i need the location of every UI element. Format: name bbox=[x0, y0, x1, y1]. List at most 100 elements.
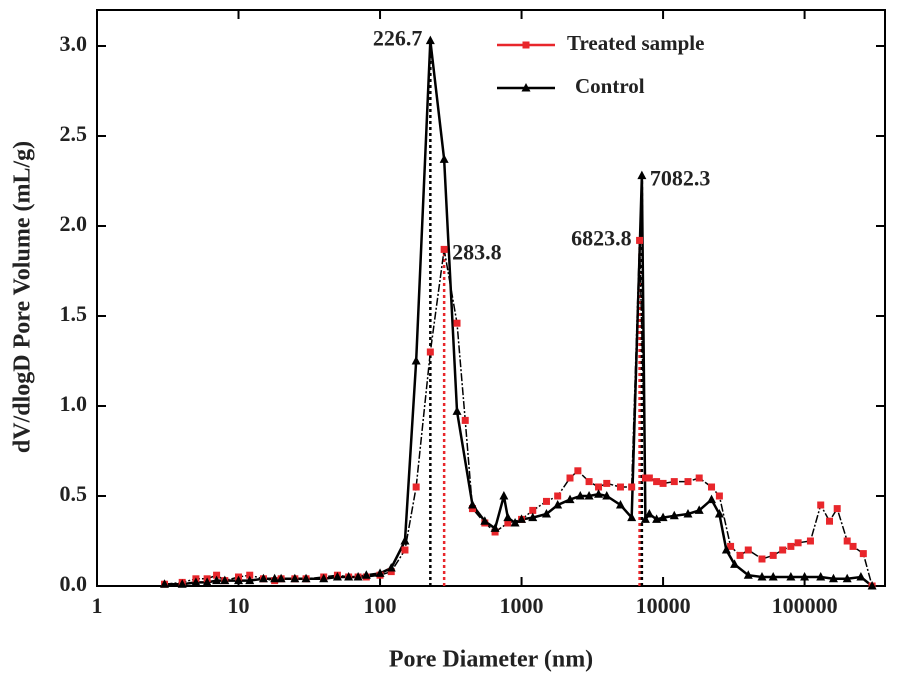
data-point bbox=[491, 528, 499, 536]
data-point bbox=[800, 572, 810, 581]
data-point bbox=[411, 356, 421, 365]
data-point bbox=[375, 568, 385, 577]
x-tick-label: 1 bbox=[92, 593, 103, 618]
data-point bbox=[387, 568, 395, 576]
data-point bbox=[452, 406, 462, 415]
x-tick-label: 1000 bbox=[500, 593, 544, 618]
data-point bbox=[480, 516, 490, 525]
legend-marker bbox=[521, 83, 531, 92]
data-point bbox=[779, 546, 787, 554]
data-point bbox=[246, 571, 254, 579]
data-point bbox=[290, 573, 300, 583]
y-tick-label: 3.0 bbox=[60, 31, 88, 56]
data-point bbox=[542, 497, 550, 505]
data-point bbox=[319, 573, 329, 583]
data-point bbox=[786, 572, 796, 581]
data-point bbox=[730, 559, 740, 568]
x-axis-label: Pore Diameter (nm) bbox=[389, 647, 593, 673]
data-point bbox=[468, 505, 476, 513]
data-point bbox=[177, 579, 187, 588]
legend-label: Treated sample bbox=[567, 31, 704, 55]
y-tick-label: 0.0 bbox=[60, 571, 88, 596]
data-point bbox=[817, 501, 825, 509]
data-point bbox=[856, 572, 866, 581]
data-point bbox=[603, 479, 611, 487]
y-tick-label: 2.0 bbox=[60, 211, 88, 236]
data-point bbox=[426, 348, 434, 356]
data-point bbox=[602, 491, 612, 500]
data-point bbox=[467, 500, 477, 509]
data-point bbox=[670, 478, 678, 486]
y-tick-label: 1.0 bbox=[60, 391, 88, 416]
data-point bbox=[744, 546, 752, 554]
data-point bbox=[585, 478, 593, 486]
series-line bbox=[164, 40, 873, 587]
data-point bbox=[736, 551, 744, 559]
data-point bbox=[826, 517, 834, 525]
data-point bbox=[575, 491, 585, 500]
x-tick-label: 100 bbox=[364, 593, 397, 618]
data-point bbox=[160, 579, 170, 588]
data-point bbox=[659, 479, 667, 487]
x-tick-label: 10000 bbox=[636, 593, 691, 618]
annotation-label: 7082.3 bbox=[650, 166, 711, 191]
data-point bbox=[714, 509, 724, 518]
data-point bbox=[361, 570, 371, 579]
data-point bbox=[867, 581, 877, 590]
plot-frame bbox=[96, 9, 886, 587]
data-point bbox=[715, 492, 723, 500]
data-point bbox=[658, 512, 668, 522]
data-point bbox=[594, 489, 604, 498]
data-point bbox=[653, 478, 661, 486]
data-point bbox=[758, 555, 766, 563]
data-point bbox=[245, 575, 255, 585]
data-point bbox=[353, 572, 363, 581]
data-point bbox=[843, 537, 851, 545]
data-point bbox=[769, 551, 777, 559]
data-point bbox=[554, 492, 562, 500]
y-tick-label: 2.5 bbox=[60, 121, 88, 146]
data-point bbox=[616, 483, 624, 491]
data-point bbox=[669, 510, 679, 520]
data-point bbox=[332, 572, 342, 581]
data-point bbox=[595, 483, 603, 491]
data-point bbox=[510, 518, 520, 527]
data-point bbox=[708, 483, 716, 491]
data-point bbox=[401, 546, 409, 554]
legend-marker bbox=[522, 41, 530, 49]
data-point bbox=[212, 575, 222, 585]
data-point bbox=[859, 550, 867, 558]
data-point bbox=[644, 509, 654, 518]
data-point bbox=[425, 35, 435, 45]
data-point bbox=[202, 577, 212, 586]
data-point bbox=[213, 571, 221, 579]
data-point bbox=[541, 509, 551, 518]
data-point bbox=[565, 494, 575, 504]
series-line bbox=[164, 240, 873, 587]
data-point bbox=[517, 514, 527, 523]
data-point bbox=[490, 523, 500, 532]
data-point bbox=[842, 573, 852, 583]
y-axis-label: dV/dlogD Pore Volume (mL/g) bbox=[10, 141, 36, 453]
data-point bbox=[684, 478, 692, 486]
data-point bbox=[258, 573, 268, 583]
data-point bbox=[584, 491, 594, 500]
data-point bbox=[707, 494, 717, 504]
data-point bbox=[641, 474, 649, 482]
data-point bbox=[721, 545, 731, 554]
annotation-label: 6823.8 bbox=[571, 225, 632, 250]
data-point bbox=[627, 512, 637, 522]
data-point bbox=[683, 509, 693, 518]
data-point bbox=[528, 512, 538, 522]
data-point bbox=[615, 500, 625, 509]
data-point bbox=[727, 542, 735, 550]
data-point bbox=[637, 170, 647, 180]
data-point bbox=[453, 319, 461, 327]
data-point bbox=[400, 536, 410, 545]
data-point bbox=[386, 563, 396, 572]
data-point bbox=[276, 573, 286, 583]
data-point bbox=[645, 474, 653, 482]
data-point bbox=[504, 519, 512, 527]
data-point bbox=[794, 539, 802, 547]
